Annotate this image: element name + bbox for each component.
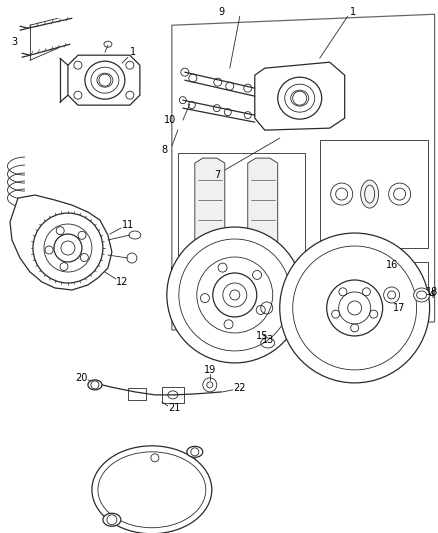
- Text: 12: 12: [116, 277, 128, 287]
- Text: 16: 16: [385, 260, 398, 270]
- Bar: [128, 388, 146, 400]
- Ellipse shape: [88, 380, 102, 390]
- Text: 4: 4: [428, 290, 434, 300]
- Polygon shape: [10, 195, 112, 290]
- Bar: [148, 450, 162, 460]
- Circle shape: [167, 227, 303, 363]
- Text: 9: 9: [219, 7, 225, 17]
- Text: 22: 22: [233, 383, 246, 393]
- Text: 17: 17: [393, 303, 406, 313]
- Polygon shape: [258, 298, 276, 318]
- Text: 7: 7: [215, 170, 221, 180]
- Polygon shape: [248, 158, 278, 262]
- Ellipse shape: [413, 288, 430, 302]
- Text: 13: 13: [261, 335, 274, 345]
- Bar: [162, 387, 184, 403]
- Ellipse shape: [103, 513, 121, 526]
- Circle shape: [33, 213, 103, 283]
- Ellipse shape: [92, 446, 212, 533]
- Bar: [320, 262, 427, 318]
- Text: 10: 10: [164, 115, 176, 125]
- Text: 1: 1: [350, 7, 356, 17]
- Polygon shape: [68, 55, 140, 105]
- Bar: [178, 153, 305, 270]
- Text: 5: 5: [169, 267, 175, 277]
- Text: 21: 21: [169, 403, 181, 413]
- Circle shape: [280, 233, 430, 383]
- Text: 15: 15: [255, 331, 268, 341]
- Bar: [320, 140, 427, 248]
- Ellipse shape: [360, 180, 378, 208]
- Polygon shape: [195, 158, 225, 262]
- Ellipse shape: [278, 77, 321, 119]
- Text: 19: 19: [204, 365, 216, 375]
- Text: 3: 3: [11, 37, 17, 47]
- Text: 11: 11: [122, 220, 134, 230]
- Text: 8: 8: [162, 145, 168, 155]
- Text: 18: 18: [425, 287, 438, 297]
- Text: 6: 6: [359, 247, 365, 257]
- Ellipse shape: [85, 61, 125, 99]
- Text: 1: 1: [130, 47, 136, 57]
- Text: 20: 20: [76, 373, 88, 383]
- Circle shape: [44, 224, 92, 272]
- Ellipse shape: [187, 446, 203, 457]
- Polygon shape: [255, 62, 345, 130]
